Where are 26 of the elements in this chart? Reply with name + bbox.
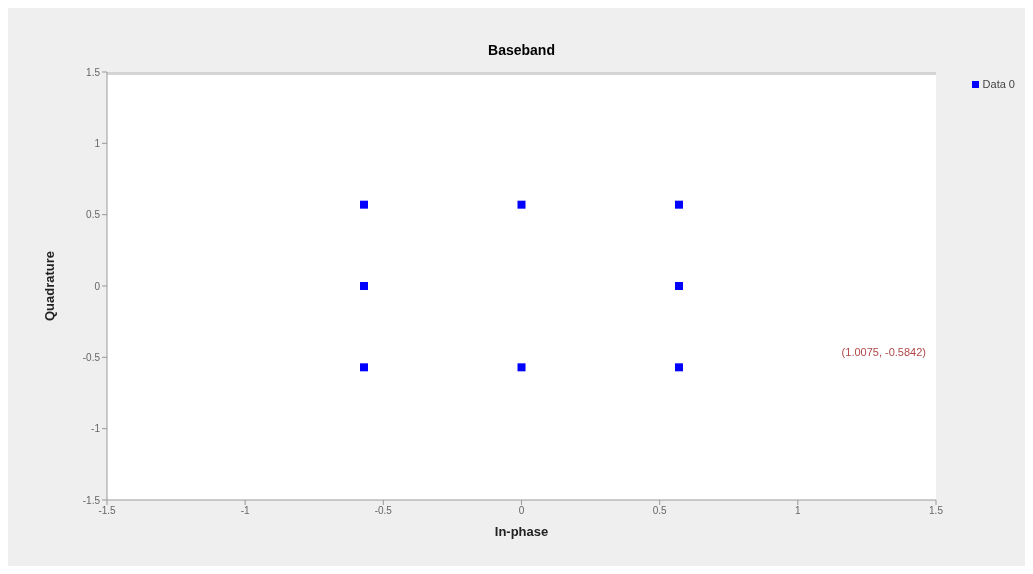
y-tick-label: -1.5 bbox=[82, 494, 101, 506]
point bbox=[675, 282, 684, 290]
x-tick-label: 0.5 bbox=[652, 505, 668, 517]
x-tick-label: 1.5 bbox=[929, 505, 944, 517]
x-tick-label: 1 bbox=[795, 505, 802, 517]
y-tick-label: 0 bbox=[94, 280, 101, 292]
point bbox=[359, 282, 368, 290]
point bbox=[675, 200, 684, 209]
legend-label: Data 0 bbox=[982, 78, 1015, 90]
point bbox=[359, 200, 368, 209]
y-tick-label: 1.5 bbox=[86, 66, 101, 78]
y-tick-label: -0.5 bbox=[82, 351, 101, 363]
y-tick-label: 1 bbox=[94, 137, 101, 149]
x-tick-label: -0.5 bbox=[374, 505, 393, 517]
point bbox=[517, 200, 526, 209]
chart-title: Baseband bbox=[487, 42, 556, 58]
annotation: (1.0075, -0.5842) bbox=[841, 346, 926, 358]
y-tick-label: 0.5 bbox=[86, 209, 101, 221]
x-axis-title: In-phase bbox=[494, 524, 549, 539]
point bbox=[517, 363, 526, 372]
y-axis-title: Quadrature bbox=[41, 250, 57, 322]
x-tick-label: 0 bbox=[518, 505, 525, 517]
point bbox=[359, 363, 368, 372]
point bbox=[675, 363, 684, 372]
y-tick-label: -1 bbox=[91, 423, 101, 435]
x-tick-label: -1 bbox=[240, 505, 251, 517]
